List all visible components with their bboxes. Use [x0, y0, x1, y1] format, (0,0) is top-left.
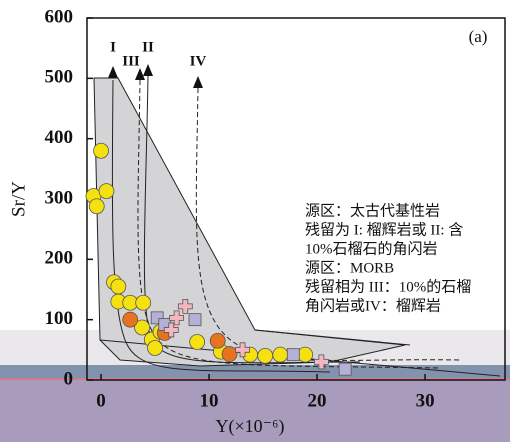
arrow	[135, 68, 145, 80]
annotation: 残留相为 III：10%的石榴	[305, 278, 471, 295]
overlay-band	[0, 365, 510, 380]
curve-label: IV	[190, 53, 207, 69]
point	[135, 294, 152, 311]
y-tick-label: 300	[45, 187, 74, 208]
point	[93, 142, 109, 159]
point	[169, 310, 185, 326]
point	[221, 346, 238, 362]
point	[134, 319, 150, 336]
y-tick-label: 100	[45, 308, 74, 329]
point	[177, 298, 193, 314]
point	[257, 347, 274, 364]
y-tick-label: 500	[45, 67, 74, 88]
y-axis-title: Sr/Y	[8, 181, 29, 217]
point	[209, 332, 226, 349]
point	[272, 346, 289, 363]
y-tick-label: 0	[64, 368, 74, 389]
y-tick-label: 600	[45, 6, 74, 27]
annotation: 残留为 I: 榴辉岩或 II: 含	[305, 221, 463, 238]
point	[235, 342, 250, 358]
point	[110, 278, 127, 295]
curve-label: II	[142, 39, 154, 55]
arrow	[143, 64, 153, 76]
annotation: 源区：太古代基性岩	[305, 202, 440, 219]
annotation: 源区：MORB	[305, 259, 394, 276]
arrow	[193, 76, 203, 88]
curve-label: I	[110, 39, 116, 55]
panel-label: (a)	[469, 27, 488, 46]
annotation: 10%石榴石的角闪岩	[305, 240, 438, 257]
point	[147, 340, 163, 356]
x-tick-label: 10	[200, 390, 219, 411]
curve-label: III	[122, 53, 140, 69]
x-axis-title: Y(×10⁻⁶)	[216, 416, 285, 437]
x-tick-label: 30	[416, 390, 435, 411]
annotation: 角闪岩或IV：榴辉岩	[305, 297, 441, 314]
curve-iv	[195, 87, 461, 361]
point	[286, 348, 300, 362]
point	[163, 322, 179, 338]
y-tick-label: 400	[45, 127, 74, 148]
y-tick-label: 200	[45, 248, 74, 269]
point	[88, 198, 105, 215]
point	[313, 354, 329, 370]
x-tick-label: 20	[308, 390, 327, 411]
point	[122, 311, 139, 328]
arrow	[108, 66, 118, 78]
point	[98, 183, 115, 200]
overlay-band	[0, 380, 510, 442]
x-tick-label: 0	[96, 390, 106, 411]
point	[297, 346, 314, 363]
point	[338, 362, 352, 376]
curve-i	[111, 79, 331, 373]
point	[189, 334, 206, 350]
point	[188, 313, 202, 327]
